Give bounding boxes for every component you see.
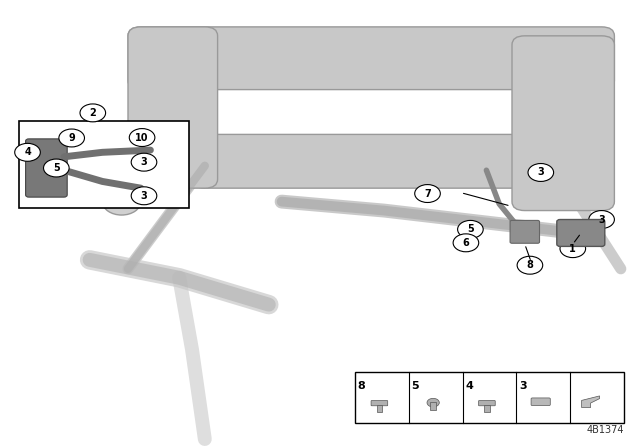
FancyBboxPatch shape [128,27,218,188]
Text: 3: 3 [141,157,147,167]
FancyBboxPatch shape [26,139,67,197]
Text: 4: 4 [24,147,31,157]
Text: 5: 5 [53,163,60,173]
Circle shape [453,234,479,252]
Text: 1: 1 [570,244,576,254]
Bar [19,121,189,208]
Text: 4B1374: 4B1374 [586,426,624,435]
Bar [484,405,490,412]
Circle shape [528,164,554,181]
Polygon shape [582,396,600,408]
Circle shape [458,220,483,238]
Text: 5: 5 [467,224,474,234]
Circle shape [427,398,439,407]
Circle shape [131,187,157,205]
FancyBboxPatch shape [128,27,614,90]
Bar [355,372,624,423]
FancyBboxPatch shape [531,398,550,405]
Text: 3: 3 [598,215,605,224]
Text: 3: 3 [538,168,544,177]
Text: 10: 10 [135,133,149,142]
FancyBboxPatch shape [479,401,495,406]
Text: 8: 8 [358,381,365,391]
Bar [431,402,436,409]
Circle shape [415,185,440,202]
Text: 5: 5 [412,381,419,391]
Text: 7: 7 [424,189,431,198]
Circle shape [15,143,40,161]
Text: 4: 4 [465,381,473,391]
Circle shape [44,159,69,177]
Text: 8: 8 [527,260,533,270]
Circle shape [80,104,106,122]
Text: 9: 9 [68,133,75,143]
Circle shape [560,240,586,258]
Circle shape [517,256,543,274]
Circle shape [131,153,157,171]
Text: 3: 3 [141,191,147,201]
Circle shape [589,211,614,228]
FancyBboxPatch shape [192,134,570,188]
Circle shape [59,129,84,147]
Bar [377,405,382,412]
FancyBboxPatch shape [557,220,605,246]
FancyBboxPatch shape [512,36,614,211]
FancyBboxPatch shape [510,220,540,243]
Circle shape [129,129,155,146]
Text: 6: 6 [463,238,469,248]
Circle shape [102,188,141,215]
FancyBboxPatch shape [371,401,388,406]
Text: 2: 2 [90,108,96,118]
Circle shape [560,222,592,244]
Text: 3: 3 [519,381,527,391]
